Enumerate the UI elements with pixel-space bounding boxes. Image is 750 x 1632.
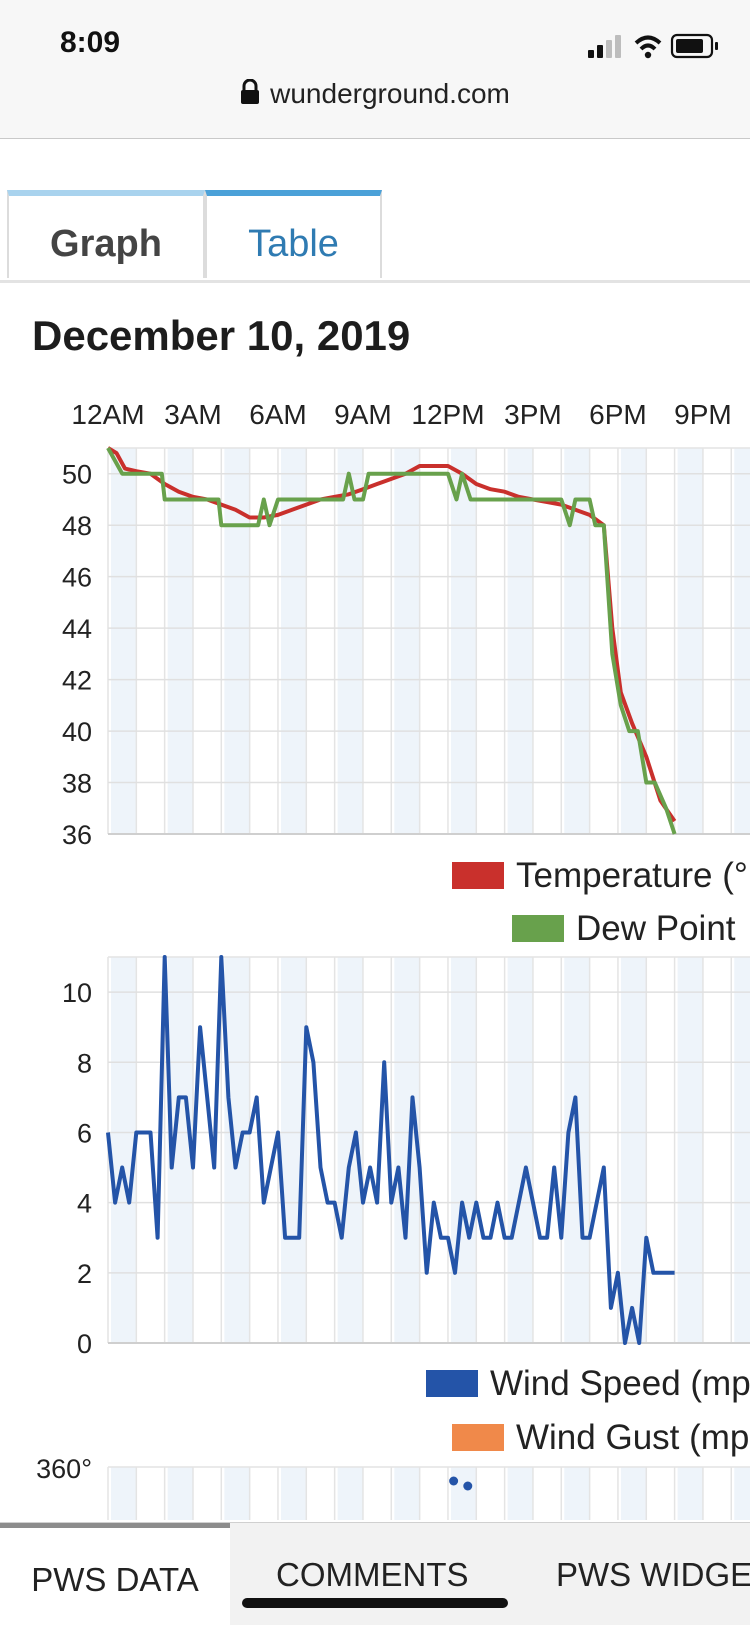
- dir-shade-band: [224, 1467, 250, 1520]
- clock: 8:09: [60, 26, 121, 59]
- battery-icon: [670, 33, 718, 59]
- temperature-chart: 36 38 40 42 44 46 48 50: [62, 446, 750, 850]
- wind-shade-band: [734, 957, 750, 1343]
- wind-shade-band: [677, 957, 703, 1343]
- dir-point: [449, 1476, 459, 1486]
- dir-shade-band: [167, 1467, 193, 1520]
- time-axis-label: 6AM: [249, 399, 307, 430]
- dir-shade-band: [280, 1467, 307, 1520]
- wind-gust-legend-swatch: [452, 1424, 504, 1451]
- wind-series-0-line: [106, 955, 675, 1345]
- wind-direction-chart: [107, 1466, 750, 1520]
- wind-chart: 0 2 4 6 8 10: [62, 955, 750, 1359]
- temp-shade-band: [167, 448, 193, 834]
- temp-shade-band: [394, 448, 420, 834]
- time-axis-label: 3PM: [504, 399, 562, 430]
- temp-shade-band: [450, 448, 477, 834]
- tab-table[interactable]: Table: [205, 190, 382, 278]
- time-axis-label: 3AM: [164, 399, 222, 430]
- dewpoint-legend-label[interactable]: Dew Point: [576, 909, 736, 948]
- time-axis-label: 6PM: [589, 399, 647, 430]
- temp-shade-band: [337, 448, 363, 834]
- dir-shade-band: [734, 1467, 750, 1520]
- time-axis-label: 9PM: [674, 399, 732, 430]
- temp-shade-band: [111, 448, 137, 834]
- dir-shade-band: [620, 1467, 647, 1520]
- wind-direction-top-label: 360°: [36, 1454, 92, 1484]
- wind-shade-band: [224, 957, 250, 1343]
- dir-point: [463, 1481, 473, 1491]
- wind-shade-band: [507, 957, 533, 1343]
- signal-icon: [588, 35, 621, 58]
- temperature-legend-label[interactable]: Temperature (°: [516, 856, 748, 895]
- wind-shade-band: [111, 957, 137, 1343]
- wind-ytick-label: 2: [77, 1259, 92, 1289]
- home-indicator: [242, 1598, 508, 1608]
- dir-shade-band: [111, 1467, 137, 1520]
- wind-gust-legend-label[interactable]: Wind Gust (mp: [516, 1418, 750, 1457]
- tab-graph[interactable]: Graph: [7, 190, 205, 278]
- temp-series-0-line: [106, 446, 677, 823]
- history-charts: 12AM 3AM 6AM 9AM 12PM 3PM 6PM 9PM 3638404244464…: [36, 399, 750, 1520]
- status-bar: 8:09 wun: [0, 0, 750, 139]
- dewpoint-legend-swatch: [512, 915, 564, 942]
- wind-shade-band: [450, 957, 477, 1343]
- bottom-tab-bar: PWS DATA COMMENTS PWS WIDGE: [0, 1522, 750, 1625]
- temperature-legend-swatch: [452, 862, 504, 889]
- url-bar[interactable]: wunderground.com: [0, 78, 750, 112]
- temp-ytick-label: 42: [62, 666, 92, 696]
- wind-speed-legend-swatch: [426, 1370, 478, 1397]
- temp-shade-band: [734, 448, 750, 834]
- view-tabs: Graph Table: [0, 190, 750, 283]
- temp-ytick-label: 40: [62, 717, 92, 747]
- temp-ytick-label: 38: [62, 769, 92, 799]
- time-axis: 12AM 3AM 6AM 9AM 12PM 3PM 6PM 9PM: [71, 399, 731, 430]
- temp-shade-band: [677, 448, 703, 834]
- temp-series-1-line: [106, 447, 677, 835]
- status-icons: [588, 32, 720, 67]
- dir-shade-band: [677, 1467, 703, 1520]
- time-axis-label: 12AM: [71, 399, 144, 430]
- temp-ytick-label: 36: [62, 820, 92, 850]
- wind-shade-band: [394, 957, 420, 1343]
- tab-pws-widgets[interactable]: PWS WIDGE: [556, 1556, 750, 1593]
- temp-ytick-label: 48: [62, 511, 92, 541]
- url-text: wunderground.com: [270, 78, 510, 109]
- dir-shade-band: [394, 1467, 420, 1520]
- dir-shade-band: [564, 1467, 590, 1520]
- temp-ytick-label: 44: [62, 614, 92, 644]
- wind-ytick-label: 8: [77, 1048, 92, 1078]
- dir-shade-band: [507, 1467, 533, 1520]
- lock-icon: [240, 78, 260, 112]
- time-axis-label: 9AM: [334, 399, 392, 430]
- tab-comments[interactable]: COMMENTS: [276, 1556, 469, 1593]
- temp-shade-band: [507, 448, 533, 834]
- dir-shade-band: [450, 1467, 477, 1520]
- wind-ytick-label: 10: [62, 978, 92, 1008]
- page-title: December 10, 2019: [32, 312, 411, 359]
- dir-shade-band: [337, 1467, 363, 1520]
- wind-ytick-label: 4: [77, 1189, 92, 1219]
- time-axis-label: 12PM: [411, 399, 484, 430]
- temp-shade-band: [620, 448, 647, 834]
- tab-pws-data[interactable]: PWS DATA: [0, 1523, 230, 1625]
- temp-ytick-label: 50: [62, 460, 92, 490]
- wind-ytick-label: 0: [77, 1329, 92, 1359]
- wind-speed-legend-label[interactable]: Wind Speed (mp: [490, 1364, 750, 1403]
- temp-ytick-label: 46: [62, 563, 92, 593]
- wind-ytick-label: 6: [77, 1118, 92, 1148]
- wifi-icon: [634, 35, 662, 59]
